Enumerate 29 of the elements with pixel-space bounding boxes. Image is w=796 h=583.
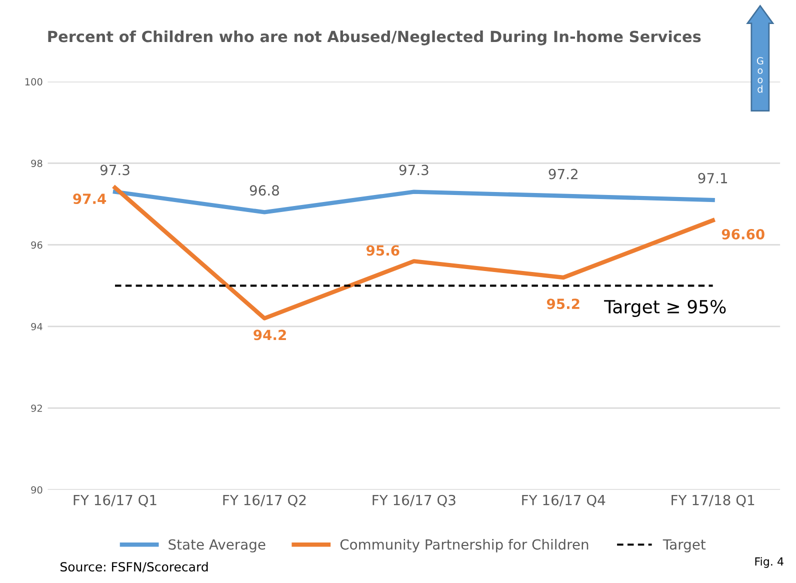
legend-label: State Average [168, 539, 266, 552]
x-tick-label: FY 16/17 Q1 [74, 494, 156, 507]
data-label: 97.4 [73, 194, 106, 204]
data-label: 97.2 [548, 168, 578, 180]
source-note: Source: FSFN/Scorecard [60, 562, 208, 572]
chart-title: Percent of Children who are not Abused/Neglected During In-home Services [48, 30, 701, 46]
annotation: Good [756, 57, 764, 93]
data-label: 97.3 [100, 164, 130, 176]
data-label: 97.1 [698, 172, 728, 184]
y-tick-label: 90 [31, 486, 42, 494]
x-tick-label: FY 16/17 Q3 [372, 494, 456, 507]
legend-label: Community Partnership for Children [340, 538, 588, 552]
y-tick-label: 92 [31, 404, 42, 412]
x-tick-label: FY 16/17 Q2 [223, 494, 306, 507]
annotation: Target ≥ 95% [604, 300, 726, 318]
legend-label: Target [662, 539, 706, 552]
caption: Fig. 4 [755, 557, 784, 568]
y-tick-label: 98 [31, 160, 42, 168]
y-tick-label: 96 [31, 241, 42, 249]
y-tick-label: 94 [31, 322, 42, 330]
x-tick-label: FY 17/18 Q1 [672, 494, 754, 507]
data-label: 96.60 [722, 228, 764, 240]
x-tick-label: FY 16/17 Q4 [522, 494, 606, 507]
y-tick-label: 100 [25, 78, 42, 86]
data-label: 94.2 [254, 330, 286, 340]
data-label: 96.8 [250, 185, 279, 196]
data-label: 97.3 [399, 164, 428, 176]
data-label: 95.6 [366, 245, 400, 256]
data-label: 95.2 [546, 298, 580, 310]
